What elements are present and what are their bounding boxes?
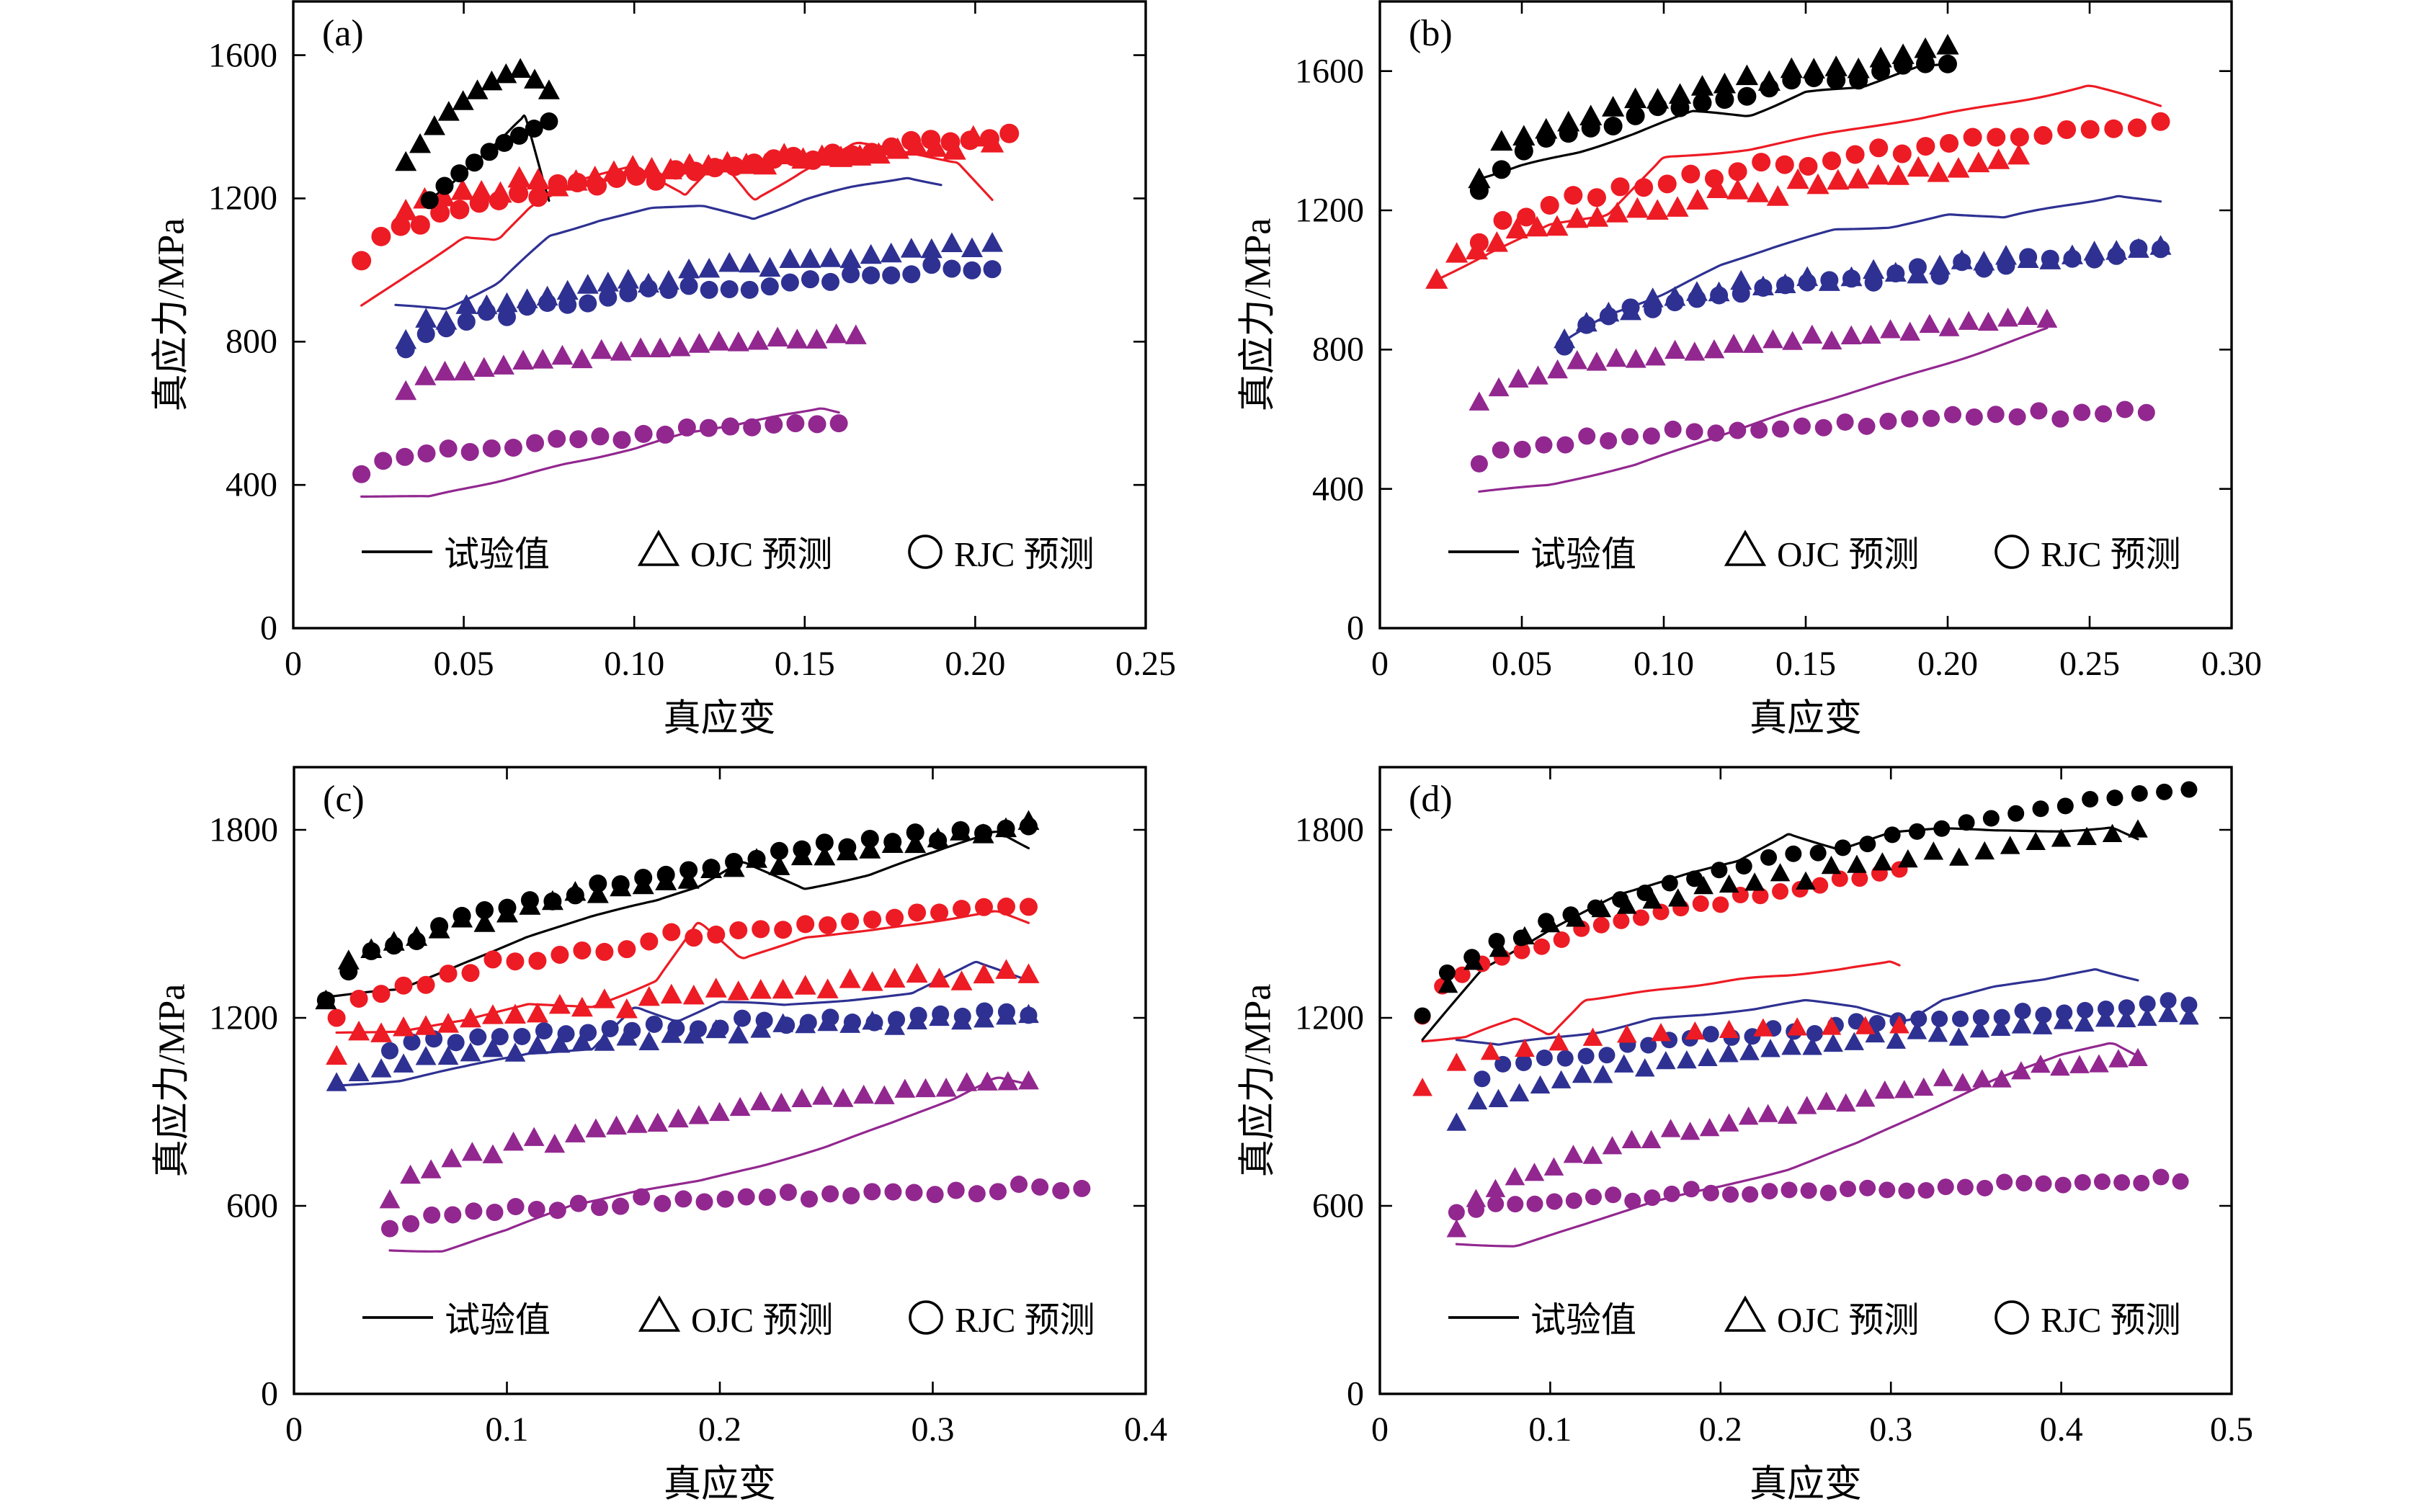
svg-text:试验值: 试验值: [1530, 534, 1636, 574]
svg-text:OJC 预测: OJC 预测: [1777, 534, 1919, 574]
svg-text:RJC 预测: RJC 预测: [2041, 534, 2181, 574]
svg-text:OJC 预测: OJC 预测: [690, 534, 832, 574]
svg-text:OJC 预测: OJC 预测: [1777, 1300, 1919, 1340]
svg-text:试验值: 试验值: [445, 1300, 551, 1340]
svg-text:RJC 预测: RJC 预测: [955, 1300, 1095, 1340]
svg-text:RJC 预测: RJC 预测: [2041, 1300, 2181, 1340]
svg-text:试验值: 试验值: [1530, 1300, 1636, 1340]
svg-text:试验值: 试验值: [444, 534, 550, 574]
svg-text:OJC 预测: OJC 预测: [691, 1300, 833, 1340]
svg-text:RJC 预测: RJC 预测: [954, 534, 1095, 574]
